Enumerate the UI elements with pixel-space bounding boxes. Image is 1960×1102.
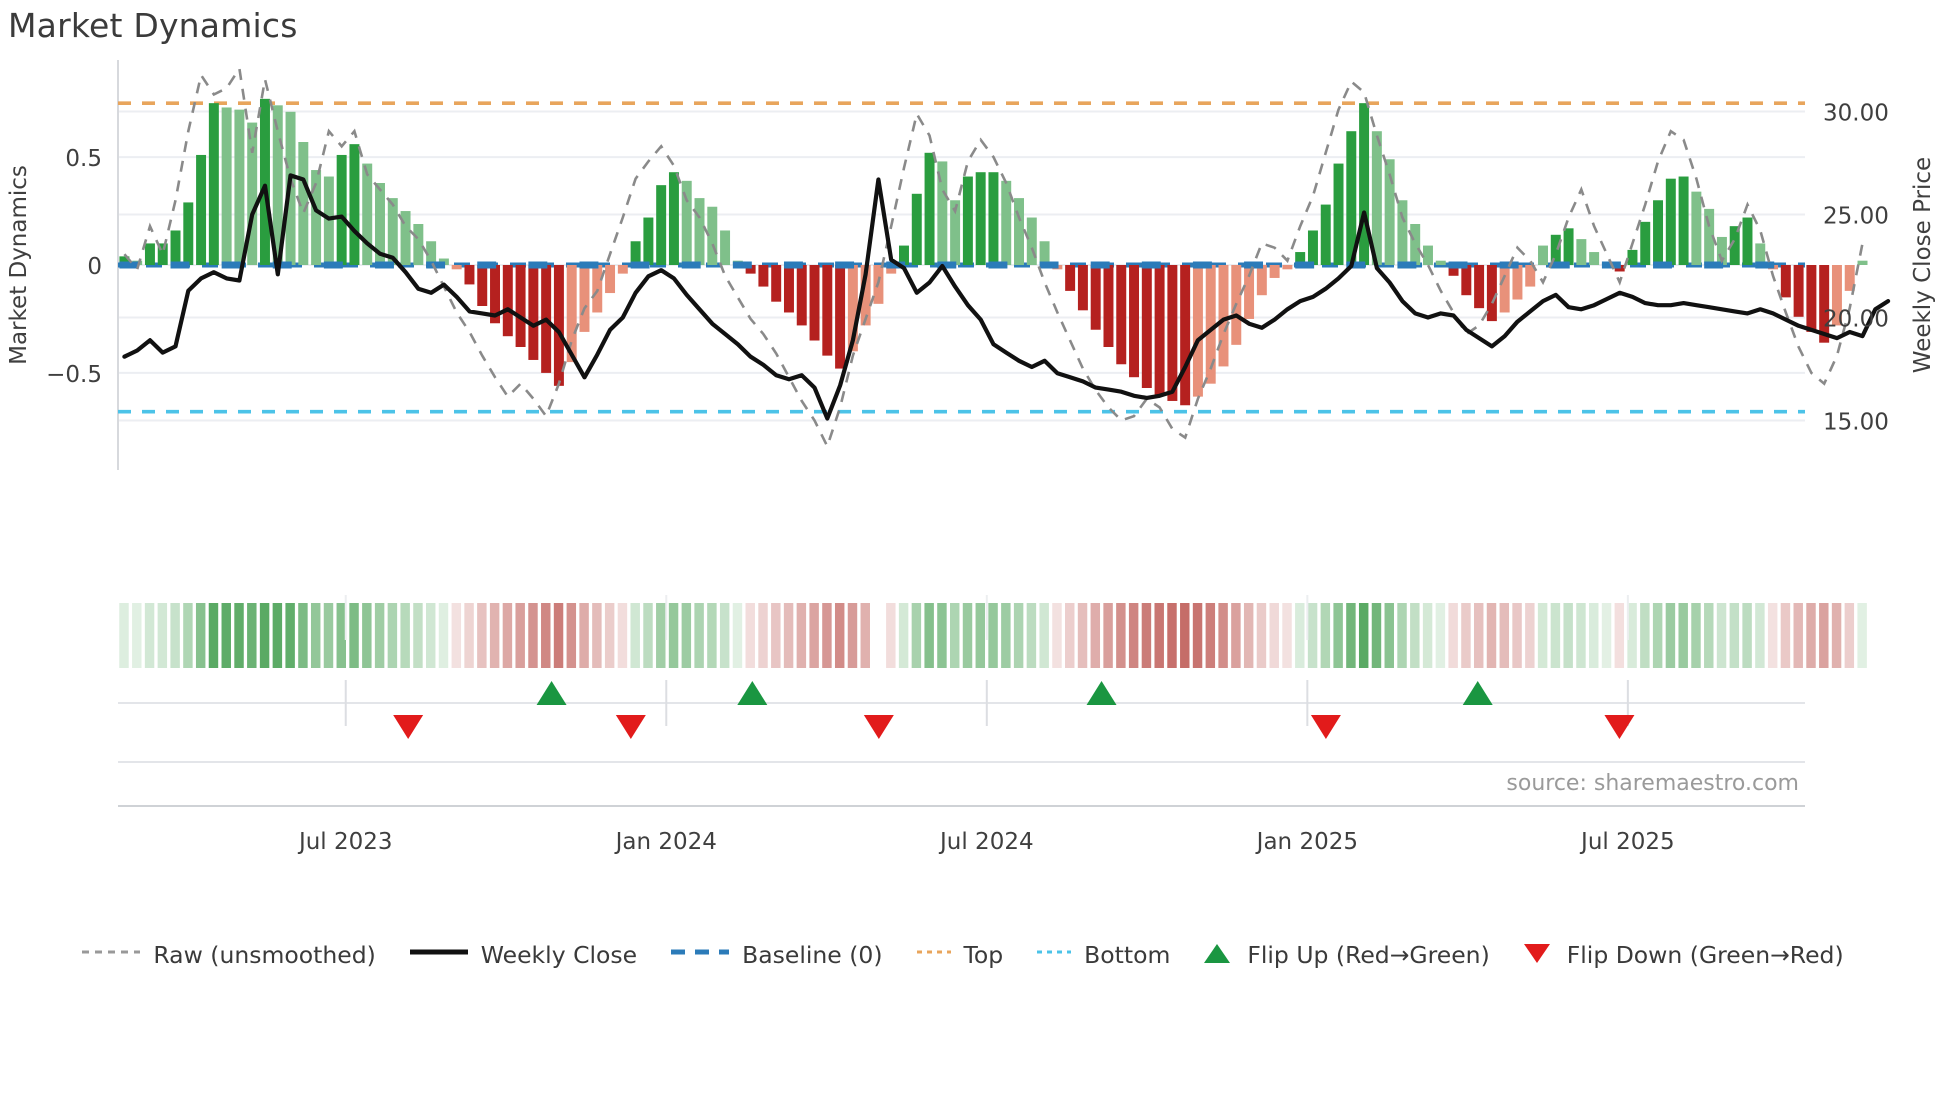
svg-text:0: 0 [87, 254, 102, 280]
svg-text:0.5: 0.5 [65, 146, 102, 172]
svg-text:Jan 2025: Jan 2025 [1255, 829, 1358, 855]
svg-text:30.00: 30.00 [1823, 101, 1889, 127]
raw-unsmoothed-line [123, 65, 1864, 450]
solid-line-icon [409, 944, 468, 966]
legend-label: Weekly Close [480, 941, 638, 969]
legend-item-flip-up-red-green[interactable]: Flip Up (Red→Green) [1204, 941, 1490, 969]
legend-item-top[interactable]: Top [916, 941, 1004, 969]
axis-ticks: 0.5 0 −0.5 30.00 25.00 20.00 15.00 Jul 2023 Jan … [6, 101, 1936, 855]
chart-legend: Raw (unsmoothed) Weekly Close Baseline (0)… [0, 925, 1960, 985]
svg-text:−0.5: −0.5 [46, 362, 102, 388]
svg-text:Jul 2024: Jul 2024 [938, 829, 1034, 855]
legend-item-weekly-close[interactable]: Weekly Close [409, 941, 638, 969]
svg-text:15.00: 15.00 [1823, 410, 1889, 436]
dashed-line-icon [82, 944, 141, 966]
svg-text:Weekly Close Price: Weekly Close Price [1910, 157, 1936, 373]
dotted-line-icon [916, 944, 951, 966]
legend-label: Raw (unsmoothed) [153, 941, 376, 969]
legend-label: Baseline (0) [742, 941, 883, 969]
dynamics-bars [119, 98, 1868, 406]
dotted-line-icon [1037, 944, 1072, 966]
svg-text:Jul 2025: Jul 2025 [1579, 829, 1675, 855]
weekly-close-line [122, 173, 1891, 421]
regime-heatmap-strip [119, 603, 1867, 668]
legend-label: Top [963, 941, 1004, 969]
svg-text:Market Dynamics: Market Dynamics [6, 165, 32, 365]
triangle-down-icon [1523, 944, 1554, 966]
svg-text:Jan 2024: Jan 2024 [614, 829, 717, 855]
legend-item-raw-unsmoothed[interactable]: Raw (unsmoothed) [82, 941, 376, 969]
svg-text:20.00: 20.00 [1823, 307, 1889, 333]
page-title: Market Dynamics [8, 6, 298, 45]
legend-item-flip-down-green-red[interactable]: Flip Down (Green→Red) [1523, 941, 1844, 969]
svg-text:Jul 2023: Jul 2023 [297, 829, 393, 855]
svg-text:25.00: 25.00 [1823, 204, 1889, 230]
dashed-line-thick-icon [671, 944, 730, 966]
flip-markers [118, 595, 1805, 807]
legend-label: Flip Up (Red→Green) [1247, 941, 1490, 969]
legend-label: Flip Down (Green→Red) [1566, 941, 1844, 969]
legend-label: Bottom [1084, 941, 1171, 969]
svg-text:source: sharemaestro.com: source: sharemaestro.com [1506, 771, 1799, 796]
triangle-up-icon [1204, 944, 1234, 966]
legend-item-baseline-0[interactable]: Baseline (0) [671, 941, 883, 969]
legend-item-bottom[interactable]: Bottom [1037, 941, 1170, 969]
